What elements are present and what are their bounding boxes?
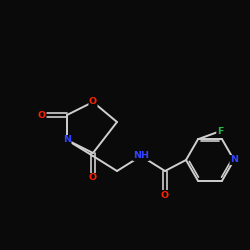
Text: F: F [217, 127, 223, 136]
Text: NH: NH [133, 152, 149, 160]
Text: O: O [89, 98, 97, 106]
Text: N: N [63, 136, 71, 144]
Text: N: N [230, 156, 238, 164]
Text: O: O [161, 190, 169, 200]
Text: O: O [89, 174, 97, 182]
Text: O: O [38, 110, 46, 120]
